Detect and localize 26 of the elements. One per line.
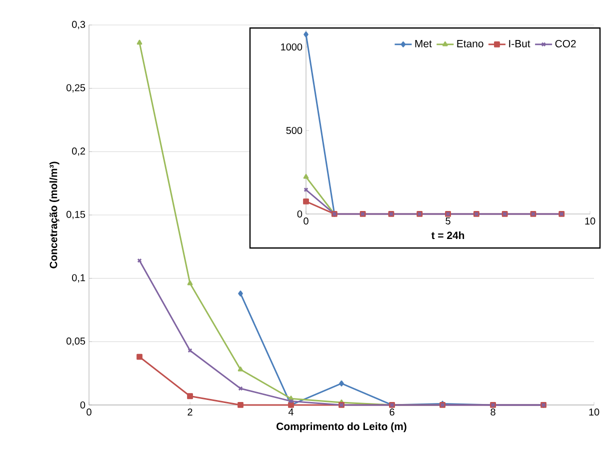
legend-label: I-But <box>509 40 530 48</box>
y-tick-label: 0 <box>80 401 86 409</box>
y-tick-label: 0,25 <box>66 84 86 92</box>
y-tick-label: 0,3 <box>72 20 86 30</box>
x-tick-label: 2 <box>188 408 192 416</box>
legend-label: Etano <box>457 40 484 48</box>
x-axis-title: Comprimento do Leito (m) <box>276 422 406 432</box>
legend-label: Met <box>415 40 432 48</box>
y-tick-label: 0,05 <box>66 338 86 346</box>
y-tick-label: 1000 <box>281 43 302 51</box>
y-tick-label: 500 <box>286 126 302 134</box>
x-tick-label: 6 <box>390 408 394 416</box>
x-axis-title: t = 24h <box>431 231 464 240</box>
x-tick-label: 10 <box>585 218 596 225</box>
x-tick-label: 0 <box>86 408 92 416</box>
y-tick-label: 0,15 <box>66 210 86 220</box>
y-tick-label: 0 <box>297 210 302 218</box>
x-tick-label: 8 <box>490 408 496 416</box>
y-axis-title: Concetração (mol/m³) <box>50 162 60 268</box>
x-tick-label: 10 <box>589 408 600 416</box>
x-tick-label: 4 <box>288 408 294 416</box>
y-tick-label: 0,2 <box>72 148 85 156</box>
x-tick-label: 0 <box>304 218 308 225</box>
legend-label: CO2 <box>555 40 576 48</box>
x-tick-label: 5 <box>446 218 450 224</box>
y-tick-label: 0,1 <box>72 274 86 282</box>
